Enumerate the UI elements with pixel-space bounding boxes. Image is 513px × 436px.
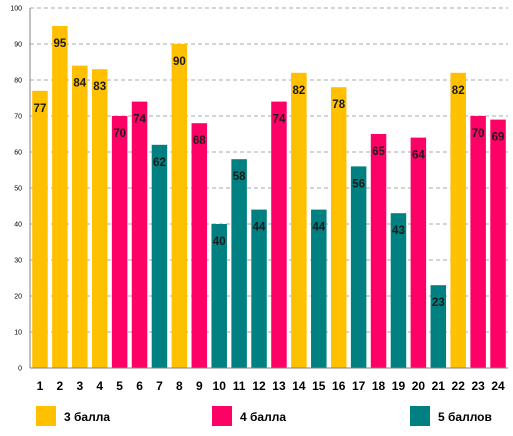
legend-label: 4 балла: [240, 410, 286, 424]
bar-value-label: 82: [292, 85, 305, 97]
bar: [191, 123, 208, 368]
bar-value-label: 64: [412, 150, 425, 162]
legend-label: 5 баллов: [438, 410, 492, 424]
bar-value-label: 58: [233, 171, 246, 183]
bar-value-label: 84: [73, 78, 86, 90]
bar: [91, 69, 108, 368]
x-tick-label: 18: [372, 379, 386, 393]
bar: [470, 116, 486, 368]
y-tick-label: 10: [14, 330, 22, 337]
y-tick-label: 70: [14, 114, 22, 121]
x-tick-label: 24: [491, 379, 505, 393]
bar-value-label: 70: [472, 128, 485, 140]
bar-value-label: 77: [34, 103, 47, 115]
y-tick-label: 50: [14, 186, 22, 193]
bar-value-label: 62: [153, 157, 166, 169]
bar: [52, 26, 68, 368]
y-tick-label: 20: [14, 294, 22, 301]
y-tick-label: 0: [18, 366, 22, 373]
x-tick-label: 17: [352, 379, 366, 393]
legend-swatch: [36, 406, 56, 426]
bar: [410, 137, 427, 368]
legend: 3 балла 4 балла 5 баллов: [36, 406, 492, 426]
bar-value-label: 44: [312, 222, 325, 234]
x-tick-label: 4: [96, 379, 103, 393]
bar: [311, 209, 327, 368]
bar-value-label: 74: [273, 114, 286, 126]
legend-swatch: [212, 406, 232, 426]
x-tick-label: 6: [136, 379, 143, 393]
x-tick-label: 7: [156, 379, 163, 393]
x-tick-label: 22: [452, 379, 466, 393]
bar: [350, 166, 367, 368]
x-tick-label: 5: [116, 379, 123, 393]
y-tick-label: 80: [14, 78, 22, 85]
bar: [450, 72, 466, 369]
bar-value-label: 69: [492, 132, 505, 144]
bar: [330, 87, 347, 368]
bar: [390, 213, 407, 368]
x-tick-label: 3: [76, 379, 83, 393]
x-tick-label: 8: [176, 379, 183, 393]
bar: [171, 44, 188, 368]
x-tick-label: 2: [57, 379, 64, 393]
y-tick-label: 90: [14, 42, 22, 49]
data-labels: 77 95 84 83 70 74 62 90 68 40 58 44 74 82 44 78 56 65 43 64…: [34, 38, 505, 309]
x-tick-label: 21: [432, 379, 446, 393]
x-tick-label: 19: [392, 379, 406, 393]
bar-value-label: 70: [113, 128, 126, 140]
x-tick-label: 1: [37, 379, 44, 393]
x-tick-label: 12: [252, 379, 266, 393]
bar: [211, 224, 227, 368]
bar-value-label: 82: [452, 85, 465, 97]
bar: [32, 90, 48, 369]
legend-swatch: [410, 406, 430, 426]
y-tick-label: 40: [14, 222, 22, 229]
bar-value-label: 74: [133, 114, 146, 126]
x-tick-label: 20: [412, 379, 426, 393]
x-tick-label: 13: [272, 379, 286, 393]
y-tick-label: 100: [10, 6, 22, 13]
bar-value-label: 40: [213, 236, 226, 248]
bar: [271, 101, 287, 368]
bar-value-label: 78: [332, 99, 345, 111]
bars: [32, 26, 506, 369]
x-tick-label: 23: [471, 379, 485, 393]
y-tick-label: 30: [14, 258, 22, 265]
bar-value-label: 83: [93, 81, 106, 93]
bar: [430, 285, 447, 368]
bar-value-label: 95: [53, 38, 66, 50]
bar-value-label: 68: [193, 135, 206, 147]
y-tick-label: 60: [14, 150, 22, 157]
bar: [72, 65, 88, 368]
legend-label: 3 балла: [64, 410, 110, 424]
bar-value-label: 65: [372, 146, 385, 158]
bar: [490, 119, 506, 368]
x-tick-label: 11: [233, 379, 246, 393]
bar: [151, 144, 168, 368]
bar: [231, 159, 247, 368]
bar-value-label: 56: [352, 178, 365, 190]
bar: [370, 134, 387, 368]
bar: [291, 72, 307, 369]
bar: [111, 116, 128, 368]
x-tick-label: 10: [213, 379, 227, 393]
bar-value-label: 43: [392, 225, 405, 237]
bar-value-label: 90: [173, 56, 186, 68]
bar: [131, 101, 148, 368]
x-tick-label: 14: [292, 379, 306, 393]
x-tick-label: 9: [196, 379, 203, 393]
gridlines: [30, 7, 508, 333]
x-tick-label: 16: [332, 379, 346, 393]
x-tick-label: 15: [312, 379, 326, 393]
bar: [251, 209, 267, 368]
bar-value-label: 23: [432, 297, 445, 309]
bar-value-label: 44: [253, 222, 266, 234]
